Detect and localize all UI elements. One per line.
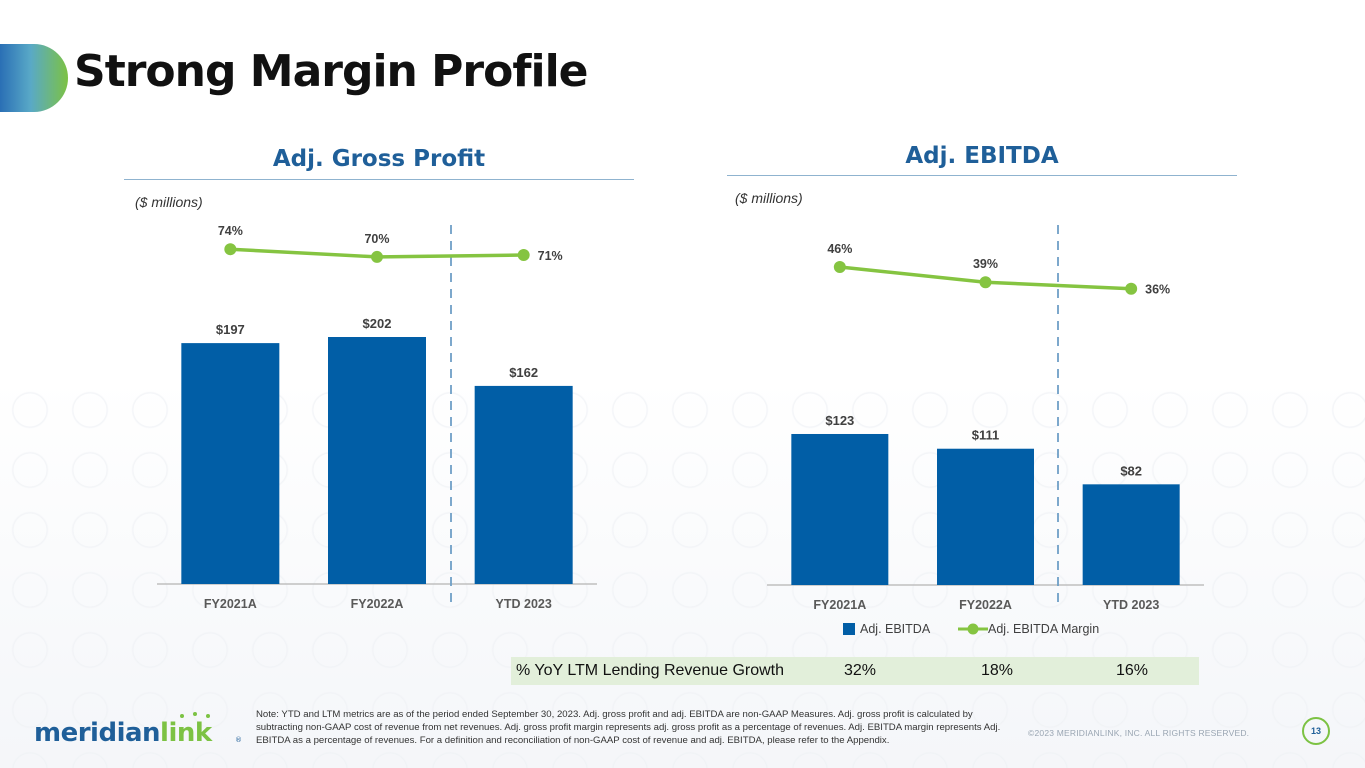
gross-profit-bar (181, 343, 280, 584)
ebitda-bar-label: $111 (972, 428, 1000, 443)
legend-swatch-marker (967, 623, 979, 635)
yoy-growth-value: 18% (981, 662, 1014, 679)
copyright-text: ©2023 MERIDIANLINK, INC. ALL RIGHTS RESE… (1028, 728, 1250, 738)
ebitda-units-label: ($ millions) (735, 190, 803, 206)
ebitda-bar-label: $82 (1120, 463, 1142, 478)
meridianlink-logo: meridianlink ® (34, 712, 254, 752)
page-title: Strong Margin Profile (74, 46, 589, 97)
ebitda-margin-label: 39% (973, 257, 998, 271)
ebitda-x-tick-label: YTD 2023 (1103, 598, 1159, 612)
gross-profit-margin-point (371, 250, 383, 263)
gross-profit-margin-label: 70% (364, 232, 389, 246)
ebitda-x-tick-label: FY2022A (959, 598, 1012, 612)
ebitda-bar (1082, 484, 1180, 585)
legend-label-line: Adj. EBITDA Margin (988, 622, 1099, 636)
yoy-growth-label: % YoY LTM Lending Revenue Growth (516, 662, 785, 679)
title-accent-shape (0, 44, 68, 112)
ebitda-margin-label: 36% (1145, 283, 1170, 297)
yoy-growth-row: % YoY LTM Lending Revenue Growth 32% 18%… (511, 657, 1199, 685)
gross-profit-bar-label: $162 (509, 365, 538, 380)
gross-profit-chart-title: Adj. Gross Profit (272, 146, 486, 172)
gross-profit-margin-label: 71% (538, 249, 563, 263)
ebitda-x-tick-label: FY2021A (813, 598, 866, 612)
ebitda-margin-point (979, 276, 992, 289)
logo-text-meridian: meridian (34, 718, 161, 748)
gross-profit-bar (474, 385, 573, 584)
gross-profit-margin-point (517, 249, 530, 262)
legend-swatch-bar (843, 623, 855, 635)
ebitda-margin-point (833, 260, 846, 273)
ebitda-bar-label: $123 (825, 413, 854, 428)
logo-registered-mark: ® (235, 736, 242, 744)
gross-profit-margin-point (224, 243, 237, 256)
gross-profit-x-tick-label: YTD 2023 (496, 597, 552, 611)
gross-profit-bar-label: $197 (216, 322, 245, 337)
footnote: Note: YTD and LTM metrics are as of the … (256, 709, 1001, 747)
gross-profit-bar-label: $202 (363, 316, 392, 331)
gross-profit-x-tick-label: FY2022A (351, 597, 404, 611)
ebitda-bar (791, 433, 889, 585)
ebitda-title-rule (727, 175, 1237, 176)
gross-profit-title-rule (124, 179, 634, 180)
yoy-growth-value: 16% (1116, 662, 1149, 679)
ebitda-margin-label: 46% (827, 242, 852, 256)
ebitda-bar (937, 448, 1034, 585)
gross-profit-units-label: ($ millions) (135, 194, 203, 210)
logo-text-link: link (160, 718, 212, 748)
yoy-growth-value: 32% (844, 662, 877, 679)
gross-profit-x-tick-label: FY2021A (204, 597, 257, 611)
gross-profit-bar (328, 337, 426, 584)
ebitda-chart-title: Adj. EBITDA (905, 143, 1059, 169)
legend-label-bar: Adj. EBITDA (860, 622, 931, 636)
page-number: 13 (1302, 717, 1330, 745)
gross-profit-margin-label: 74% (218, 224, 243, 238)
ebitda-margin-point (1125, 282, 1138, 295)
